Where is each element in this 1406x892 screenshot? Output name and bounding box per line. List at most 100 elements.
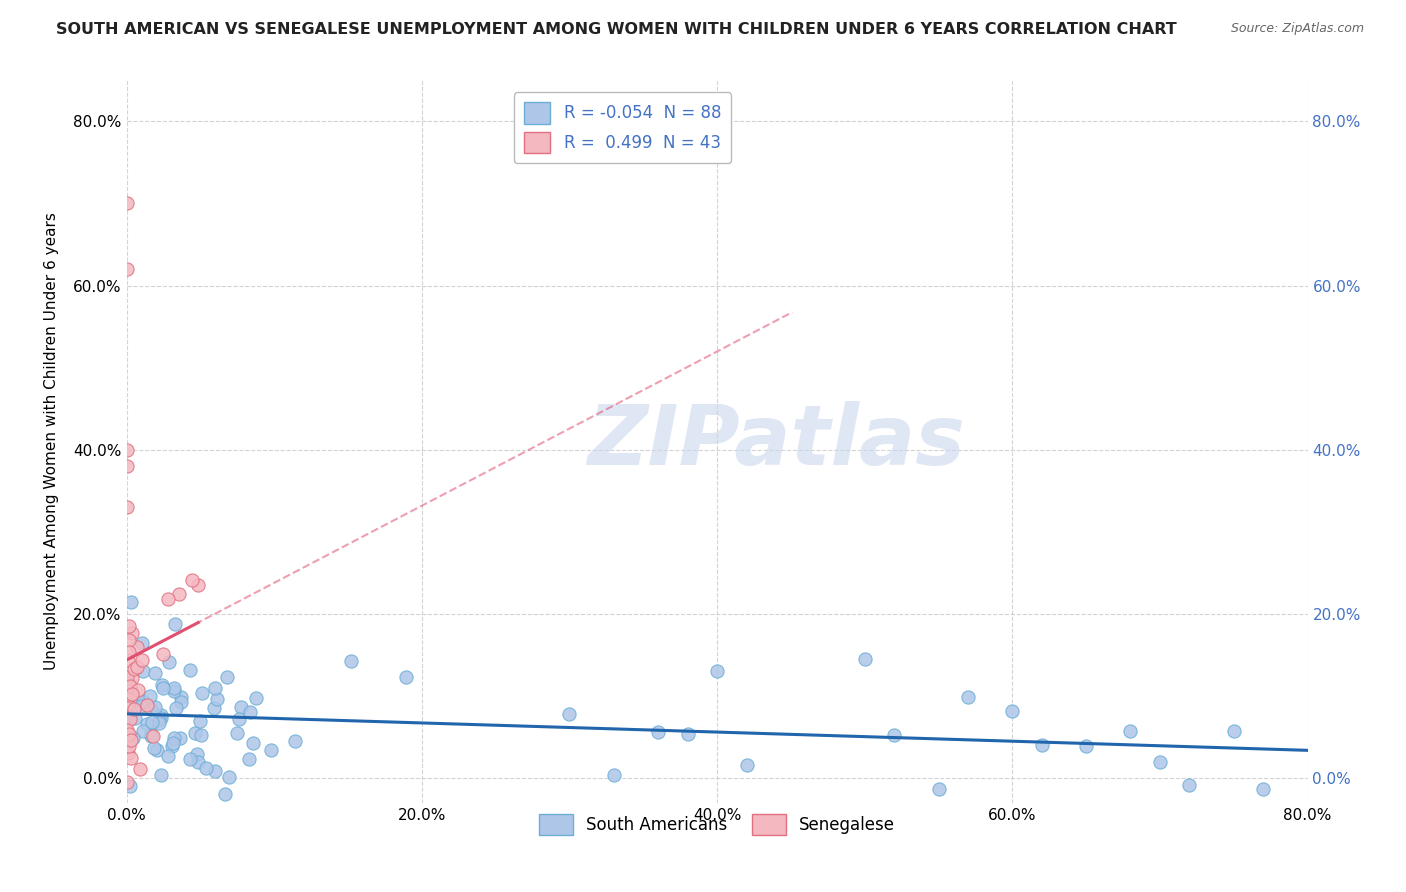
Point	[118, 712, 141, 726]
Point	[118, 645, 141, 659]
Point	[115, 723, 138, 737]
Point	[120, 594, 142, 608]
Point	[180, 573, 202, 587]
Point	[143, 741, 166, 756]
Point	[1119, 724, 1142, 739]
Point	[117, 653, 139, 667]
Point	[143, 666, 166, 681]
Point	[121, 731, 143, 746]
Point	[117, 676, 139, 690]
Point	[120, 750, 142, 764]
Point	[229, 699, 252, 714]
Point	[118, 739, 141, 753]
Point	[148, 716, 170, 731]
Point	[139, 701, 162, 715]
Point	[150, 768, 173, 782]
Point	[129, 699, 152, 714]
Point	[149, 708, 172, 723]
Point	[131, 636, 153, 650]
Point	[152, 681, 174, 696]
Text: SOUTH AMERICAN VS SENEGALESE UNEMPLOYMENT AMONG WOMEN WITH CHILDREN UNDER 6 YEAR: SOUTH AMERICAN VS SENEGALESE UNEMPLOYMEN…	[56, 22, 1177, 37]
Point	[139, 730, 162, 744]
Point	[226, 726, 249, 740]
Point	[165, 616, 187, 631]
Point	[242, 736, 264, 750]
Point	[167, 587, 190, 601]
Point	[120, 680, 142, 694]
Point	[118, 618, 141, 632]
Point	[186, 747, 208, 762]
Point	[157, 656, 180, 670]
Point	[165, 700, 187, 714]
Point	[214, 788, 236, 802]
Point	[647, 724, 669, 739]
Point	[395, 670, 418, 684]
Point	[143, 700, 166, 714]
Point	[117, 746, 139, 760]
Point	[204, 764, 226, 778]
Point	[150, 678, 173, 692]
Point	[115, 670, 138, 684]
Point	[117, 697, 139, 711]
Point	[122, 702, 145, 716]
Point	[169, 690, 191, 705]
Point	[152, 647, 174, 661]
Point	[148, 713, 170, 727]
Point	[160, 739, 183, 753]
Point	[603, 768, 626, 782]
Point	[118, 679, 141, 693]
Point	[115, 500, 138, 515]
Point	[115, 262, 138, 277]
Point	[127, 640, 149, 655]
Point	[163, 681, 186, 695]
Point	[558, 706, 581, 721]
Point	[115, 730, 138, 744]
Point	[128, 763, 150, 777]
Point	[202, 701, 225, 715]
Point	[259, 742, 281, 756]
Y-axis label: Unemployment Among Women with Children Under 6 years: Unemployment Among Women with Children U…	[45, 212, 59, 671]
Point	[139, 689, 162, 703]
Point	[187, 578, 209, 592]
Point	[284, 733, 307, 747]
Point	[169, 731, 191, 745]
Text: ZIPatlas: ZIPatlas	[588, 401, 965, 482]
Point	[120, 688, 142, 702]
Point	[132, 694, 155, 708]
Point	[117, 710, 139, 724]
Point	[127, 682, 149, 697]
Point	[131, 653, 153, 667]
Point	[132, 723, 155, 738]
Point	[118, 727, 141, 741]
Point	[170, 695, 193, 709]
Point	[132, 664, 155, 678]
Point	[163, 684, 186, 698]
Point	[115, 442, 138, 457]
Point	[120, 733, 142, 747]
Point	[118, 812, 141, 826]
Point	[1001, 704, 1024, 718]
Point	[956, 690, 979, 704]
Point	[115, 459, 138, 474]
Point	[179, 752, 201, 766]
Point	[228, 712, 250, 726]
Point	[156, 592, 179, 607]
Point	[117, 679, 139, 693]
Point	[184, 726, 207, 740]
Point	[207, 691, 229, 706]
Point	[239, 705, 262, 719]
Point	[117, 729, 139, 743]
Point	[163, 731, 186, 745]
Point	[217, 670, 239, 684]
Point	[162, 736, 184, 750]
Point	[706, 664, 728, 678]
Point	[136, 698, 159, 713]
Point	[120, 780, 142, 794]
Point	[186, 756, 208, 770]
Point	[145, 743, 167, 757]
Point	[238, 751, 260, 765]
Point	[1253, 782, 1275, 797]
Point	[117, 775, 139, 789]
Point	[118, 689, 141, 703]
Point	[149, 711, 172, 725]
